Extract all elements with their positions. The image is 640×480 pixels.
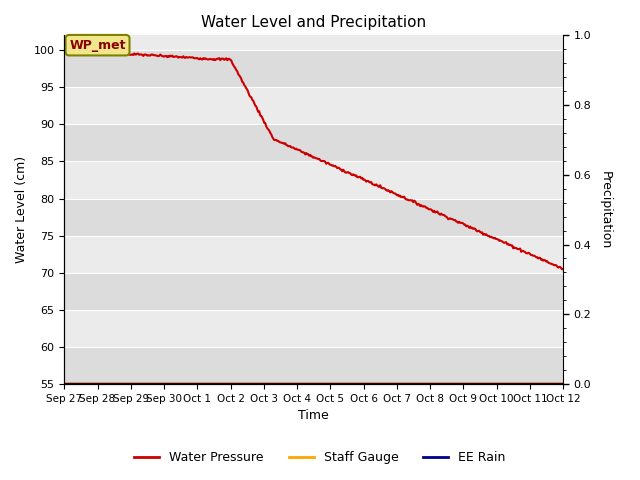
Bar: [64, 347, 563, 384]
Bar: [64, 124, 563, 161]
Bar: [64, 87, 563, 124]
X-axis label: Time: Time: [298, 409, 329, 422]
Legend: Water Pressure, Staff Gauge, EE Rain: Water Pressure, Staff Gauge, EE Rain: [129, 446, 511, 469]
Title: Water Level and Precipitation: Water Level and Precipitation: [201, 15, 426, 30]
Bar: [64, 273, 563, 310]
Y-axis label: Water Level (cm): Water Level (cm): [15, 156, 28, 263]
Bar: [64, 199, 563, 236]
Text: WP_met: WP_met: [69, 39, 126, 52]
Bar: [64, 310, 563, 347]
Bar: [64, 161, 563, 199]
Bar: [64, 50, 563, 87]
Bar: [64, 13, 563, 50]
Bar: [64, 236, 563, 273]
Y-axis label: Precipitation: Precipitation: [599, 170, 612, 249]
